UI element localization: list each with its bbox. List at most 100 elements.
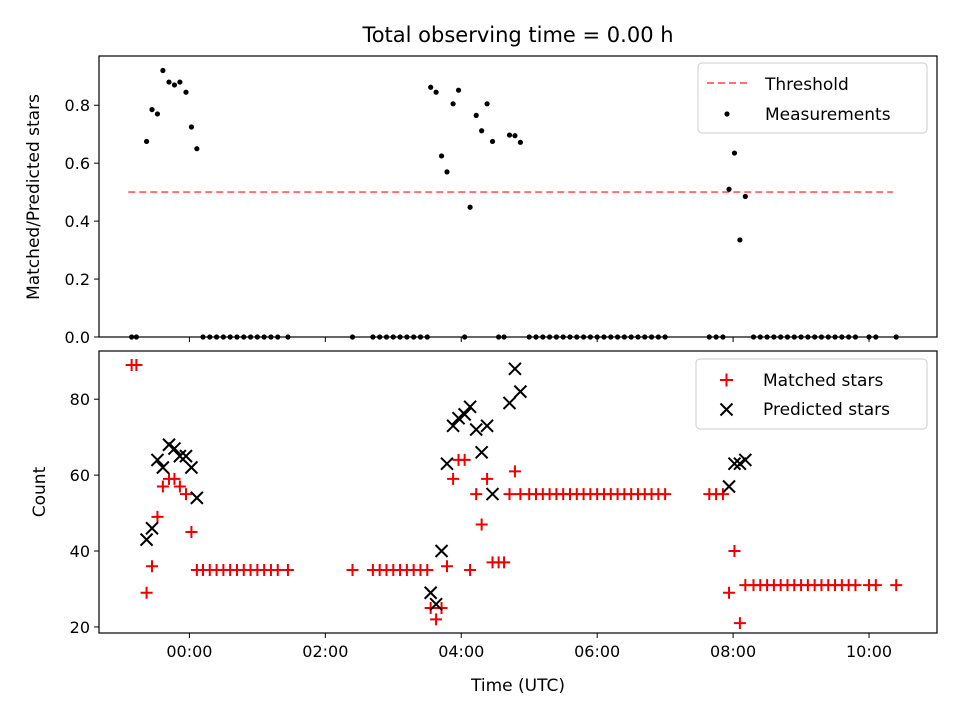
measurements-point — [143, 138, 150, 145]
measurements-point — [621, 334, 627, 340]
matched-stars-point — [430, 613, 443, 626]
measurements-point — [188, 124, 195, 130]
measurements-point — [506, 132, 513, 138]
measurements-point — [166, 79, 172, 85]
measurements-point — [462, 334, 468, 340]
matched-stars-point — [271, 563, 284, 576]
predicted-stars-point — [139, 532, 154, 547]
measurements-point — [737, 237, 743, 243]
measurements-point — [655, 334, 661, 340]
ratio-y-ticks: 0.0 0.2 0.4 0.6 0.8 — [65, 96, 99, 347]
measurements-point — [726, 186, 732, 192]
matched-stars-point — [508, 465, 521, 478]
predicted-legend-label: Predicted stars — [763, 400, 890, 420]
measurements-point — [275, 334, 281, 340]
predicted-stars-point — [434, 544, 449, 558]
measurements-point — [553, 334, 559, 340]
measurements-point — [866, 334, 872, 340]
measurements-point — [194, 146, 200, 152]
measurements-point — [268, 334, 274, 340]
measurements-point — [479, 128, 485, 134]
ratio-panel: 0.00.20.40.60.8 Matched/Predicted stars … — [24, 55, 938, 347]
measurements-point — [764, 334, 770, 340]
counts-legend-box — [695, 358, 928, 430]
measurements-point — [798, 334, 804, 340]
counts-y-ticks: 20 40 60 80 — [70, 390, 99, 637]
matched-stars-point — [869, 579, 882, 592]
xtick-label: 10:00 — [846, 642, 892, 661]
ratio-legend-box — [697, 62, 928, 134]
measurements-point — [791, 334, 797, 340]
predicted-stars-point — [508, 362, 522, 376]
counts-x-ticks: 00:00 02:00 04:00 06:00 08:00 10:00 — [166, 633, 892, 661]
measurements-point — [893, 334, 899, 340]
matched-stars-point — [168, 472, 181, 485]
measurements-point — [404, 334, 410, 340]
matched-stars-point — [475, 518, 488, 531]
matched-stars-point — [346, 563, 359, 576]
predicted-stars-point — [727, 457, 742, 471]
predicted-stars-point — [179, 449, 193, 463]
predicted-stars-point — [173, 449, 187, 463]
ratio-ytick-label: 0.6 — [65, 154, 90, 173]
measurements-point — [455, 87, 462, 93]
xtick-label: 08:00 — [710, 642, 756, 661]
measurements-point — [642, 334, 648, 340]
measurements-point — [720, 334, 726, 340]
measurements-point — [501, 334, 507, 340]
matched-stars-point — [440, 560, 453, 573]
measurements-point — [832, 334, 838, 340]
measurements-point — [601, 334, 607, 340]
measurements-point — [713, 334, 719, 340]
measurements-point — [560, 334, 566, 340]
ratio-ytick-label: 0.8 — [65, 96, 90, 115]
measurements-point — [533, 334, 539, 340]
predicted-stars-point — [485, 487, 500, 501]
measurements-point — [873, 334, 879, 340]
matched-stars-point — [849, 579, 862, 592]
ratio-axes-frame — [98, 55, 938, 338]
matched-stars-point — [140, 586, 153, 599]
predicted-stars-point — [469, 422, 483, 437]
measurements-point — [614, 334, 621, 340]
matched-stars-point — [185, 526, 198, 539]
predicted-stars-point — [190, 491, 204, 505]
measurements-point — [438, 153, 445, 159]
measurements-point — [383, 334, 390, 340]
measurements-point — [852, 334, 859, 340]
measurements-point — [370, 334, 376, 340]
predicted-stars-point — [145, 521, 159, 535]
xtick-label: 00:00 — [166, 642, 212, 661]
matched-legend-swatch — [720, 373, 733, 387]
counts-ytick-label: 40 — [70, 542, 90, 561]
matched-stars-point — [130, 359, 143, 372]
measurements-point — [424, 334, 430, 340]
measurements-point — [247, 334, 254, 340]
measurements-point — [349, 334, 356, 340]
measurements-point — [547, 334, 553, 340]
counts-ytick-label: 20 — [70, 618, 90, 637]
measurements-point — [526, 334, 532, 340]
measurements-point — [731, 150, 738, 156]
predicted-stars-point — [423, 586, 438, 600]
predicted-stars-point — [167, 441, 182, 456]
xtick-label: 02:00 — [302, 642, 348, 661]
predicted-stars-point — [184, 460, 199, 475]
measurements-point — [628, 334, 634, 340]
xtick-label: 06:00 — [574, 642, 620, 661]
predicted-stars-point — [440, 457, 454, 471]
measurements-point — [648, 334, 655, 340]
measurements-point — [567, 334, 573, 340]
measurements-point — [200, 334, 206, 340]
measurements-point — [784, 334, 791, 340]
measurements-point — [207, 334, 213, 340]
matched-stars-point — [447, 472, 460, 485]
measurements-point — [220, 334, 226, 340]
xtick-label: 04:00 — [438, 642, 484, 661]
chart-title: Total observing time = 0.00 h — [361, 23, 673, 47]
predicted-legend-swatch — [719, 402, 734, 417]
measurements-point — [587, 334, 593, 340]
ratio-legend: Threshold Measurements — [697, 62, 928, 134]
